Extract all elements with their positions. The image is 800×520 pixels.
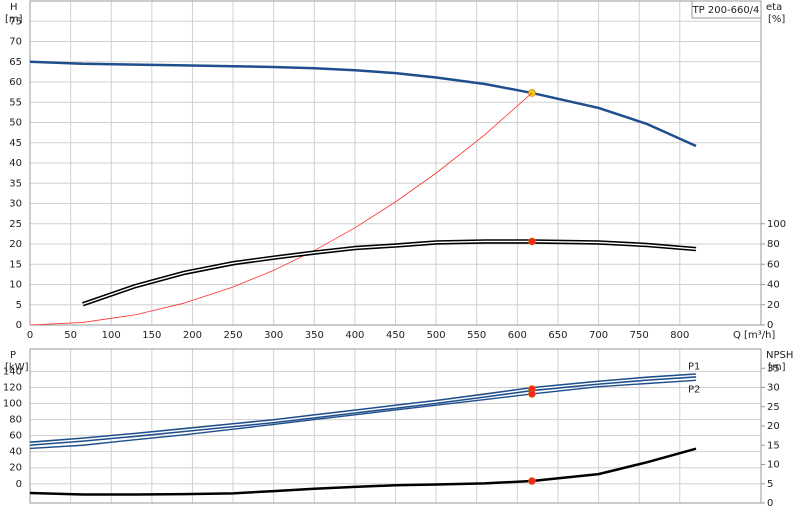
y-tick-label: 20 — [9, 463, 22, 474]
x-tick-label: 300 — [264, 330, 283, 341]
y-tick-label: 0 — [16, 320, 22, 331]
y2-tick-label: 0 — [767, 498, 773, 509]
x-tick-label: 450 — [386, 330, 405, 341]
y-tick-label: 65 — [9, 57, 22, 68]
duty-point — [528, 477, 536, 485]
y2-tick-label: 80 — [767, 239, 780, 250]
y2-tick-label: 15 — [767, 440, 780, 451]
y2-axis-label: NPSH — [766, 350, 793, 361]
curve — [29, 92, 533, 326]
y2-tick-label: 40 — [767, 280, 780, 291]
y-axis-label: P — [10, 350, 16, 361]
title-box — [691, 0, 762, 19]
x-tick-label: 400 — [345, 330, 364, 341]
curve — [29, 379, 697, 450]
y2-tick-label: 25 — [767, 402, 780, 413]
x-tick-label: 600 — [508, 330, 527, 341]
y2-axis-unit: [m] — [768, 362, 786, 373]
y2-axis-label: eta — [766, 2, 782, 13]
y-tick-label: 100 — [3, 399, 22, 410]
y2-tick-label: 20 — [767, 421, 780, 432]
x-tick-label: 350 — [305, 330, 324, 341]
y-axis-label: H — [10, 2, 18, 13]
y2-tick-label: 20 — [767, 300, 780, 311]
x-tick-label: 700 — [589, 330, 608, 341]
y2-tick-label: 35 — [767, 363, 780, 374]
y-tick-label: 50 — [9, 118, 22, 129]
curve — [29, 60, 697, 148]
x-tick-label: 200 — [183, 330, 202, 341]
y-tick-label: 30 — [9, 199, 22, 210]
x-tick-label: 550 — [467, 330, 486, 341]
y-tick-label: 55 — [9, 97, 22, 108]
y-axis-unit: [m] — [5, 14, 23, 25]
y-tick-label: 70 — [9, 37, 22, 48]
y-tick-label: 60 — [9, 77, 22, 88]
duty-point — [528, 237, 536, 246]
curve — [29, 447, 697, 496]
y2-tick-label: 60 — [767, 259, 780, 270]
x-tick-label: 500 — [427, 330, 446, 341]
y-tick-label: 10 — [9, 280, 22, 291]
plot-frame — [29, 0, 762, 326]
x-tick-label: 150 — [142, 330, 161, 341]
title: TP 200-660/4 — [692, 5, 760, 16]
x-axis-label: Q [m³/h] — [733, 330, 775, 341]
y-tick-label: 60 — [9, 431, 22, 442]
y-tick-label: 20 — [9, 239, 22, 250]
x-tick-label: 0 — [27, 330, 33, 341]
y-tick-label: 15 — [9, 259, 22, 270]
y-tick-label: 35 — [9, 178, 22, 189]
y-tick-label: 80 — [9, 415, 22, 426]
y-tick-label: 25 — [9, 219, 22, 230]
y-tick-label: 40 — [9, 158, 22, 169]
y-tick-label: 5 — [16, 300, 22, 311]
y-axis-unit: [kW] — [5, 362, 29, 373]
series-label: P2 — [688, 384, 700, 395]
curve — [82, 240, 697, 305]
series-label: P1 — [688, 361, 700, 372]
x-tick-label: 250 — [224, 330, 243, 341]
y-tick-label: 45 — [9, 138, 22, 149]
y2-tick-label: 5 — [767, 479, 773, 490]
y2-tick-label: 0 — [767, 320, 773, 331]
y-tick-label: 120 — [3, 383, 22, 394]
y2-tick-label: 30 — [767, 383, 780, 394]
y2-tick-label: 100 — [767, 219, 786, 230]
y2-tick-label: 10 — [767, 460, 780, 471]
y2-axis-unit: [%] — [768, 14, 785, 25]
y-tick-label: 75 — [9, 16, 22, 27]
duty-point — [528, 390, 536, 398]
y-tick-label: 0 — [16, 479, 22, 490]
y-tick-label: 40 — [9, 447, 22, 458]
x-tick-label: 50 — [64, 330, 77, 341]
y-tick-label: 140 — [3, 366, 22, 377]
x-tick-label: 650 — [548, 330, 567, 341]
x-tick-label: 750 — [630, 330, 649, 341]
x-tick-label: 800 — [670, 330, 689, 341]
x-tick-label: 100 — [102, 330, 121, 341]
curve — [29, 374, 697, 445]
